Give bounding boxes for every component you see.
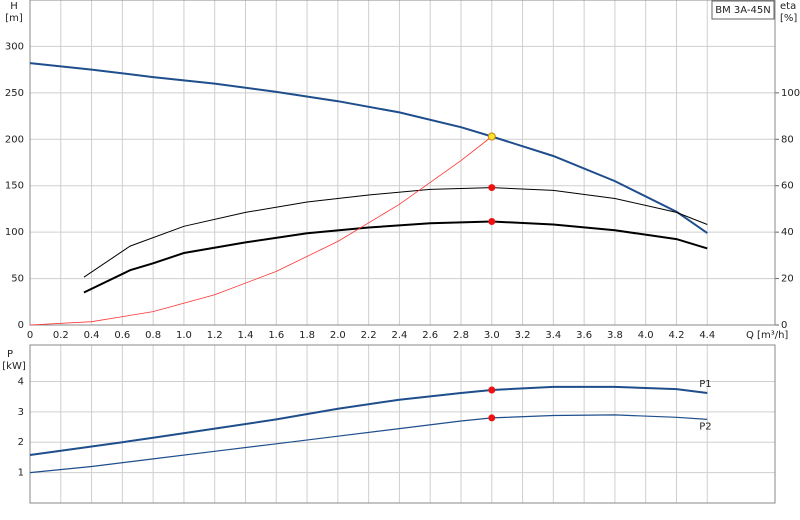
y-tick-label: 200: [5, 134, 24, 145]
y2-tick-label: 100: [781, 88, 800, 99]
x-tick-label: 0: [27, 330, 33, 341]
y-tick-label: 250: [5, 88, 24, 99]
x-tick-label: 2.4: [391, 330, 407, 341]
x-tick-label: 1.2: [207, 330, 223, 341]
x-tick-label: 0.6: [114, 330, 130, 341]
y2-tick-label: 20: [781, 274, 794, 285]
y2-tick-label: 0: [781, 320, 787, 331]
x-tick-label: 0.8: [145, 330, 161, 341]
y2-tick-label: 80: [781, 134, 794, 145]
x-tick-label: 3.2: [515, 330, 531, 341]
x-tick-label: 3.8: [607, 330, 623, 341]
y-unit: [kW]: [2, 361, 26, 372]
x-tick-label: 0.4: [84, 330, 100, 341]
x-tick-label: 2.2: [361, 330, 377, 341]
x-tick-label: 1.6: [268, 330, 284, 341]
x-tick-label: 2.0: [330, 330, 346, 341]
plot-frame: [29, 0, 776, 326]
marker: [488, 386, 496, 394]
marker: [488, 414, 496, 422]
x-tick-label: 2.8: [453, 330, 469, 341]
y-tick-label: 50: [11, 274, 24, 285]
y2-tick-label: 60: [781, 181, 794, 192]
x-tick-label: 0.2: [53, 330, 69, 341]
y-label: H: [10, 1, 18, 12]
y-tick-label: 150: [5, 181, 24, 192]
series-label: P1: [699, 379, 711, 390]
y-unit: [m]: [5, 13, 23, 24]
y2-tick-label: 40: [781, 227, 794, 238]
curve: [29, 136, 493, 326]
curve: [83, 187, 708, 278]
x-tick-label: 1.0: [176, 330, 192, 341]
x-tick-label: 4.0: [638, 330, 654, 341]
y-tick-label: 100: [5, 227, 24, 238]
y2-label: eta: [780, 1, 796, 12]
chart-title: BM 3A-45N: [715, 5, 770, 16]
marker: [488, 184, 496, 192]
x-tick-label: 2.6: [422, 330, 438, 341]
y-tick-label: 4: [18, 376, 24, 387]
curve: [29, 414, 708, 474]
marker: [488, 217, 496, 225]
x-label: Q [m³/h]: [746, 330, 788, 341]
x-tick-label: 1.8: [299, 330, 315, 341]
plot-frame: [29, 344, 776, 504]
x-tick-label: 1.4: [238, 330, 254, 341]
title-box: [711, 0, 775, 20]
curve: [29, 385, 708, 456]
x-tick-label: 4.4: [699, 330, 715, 341]
y2-unit: [%]: [780, 13, 797, 24]
y-label: P: [7, 349, 13, 360]
curve: [29, 62, 708, 234]
y-tick-label: 1: [18, 468, 24, 479]
x-tick-label: 3.4: [545, 330, 561, 341]
x-tick-label: 3.0: [484, 330, 500, 341]
marker: [487, 132, 496, 141]
x-tick-label: 3.6: [576, 330, 592, 341]
x-tick-label: 4.2: [669, 330, 685, 341]
series-label: P2: [699, 421, 711, 432]
y-tick-label: 2: [18, 437, 24, 448]
y-tick-label: 300: [5, 41, 24, 52]
curve: [83, 220, 708, 294]
y-tick-label: 3: [18, 407, 24, 418]
y-tick-label: 0: [18, 320, 24, 331]
